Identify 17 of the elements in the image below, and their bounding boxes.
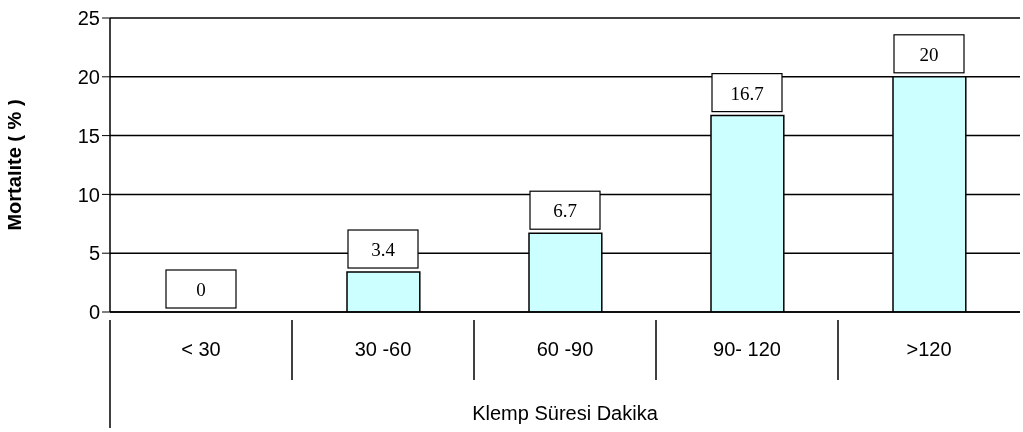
data-label: 0 [196,279,206,300]
x-tick-label: 30 -60 [354,338,412,360]
y-tick-label: 5 [88,242,100,265]
y-tick-label: 25 [77,7,100,30]
x-tick-label: 60 -90 [536,338,594,360]
x-tick-label: < 30 [181,338,221,360]
data-label: 20 [919,43,939,65]
y-tick-label: 20 [77,65,100,88]
data-label: 3.4 [371,239,396,261]
data-label: 6.7 [553,200,577,222]
y-tick-label: 0 [88,301,100,324]
y-tick-label: 15 [77,124,100,147]
x-tick-label: >120 [906,338,952,360]
x-tick-label: 90- 120 [713,338,781,360]
x-axis-title: Klemp Süresi Dakika [472,402,659,424]
y-tick-label: 10 [77,183,100,206]
data-label: 16.7 [730,82,764,104]
